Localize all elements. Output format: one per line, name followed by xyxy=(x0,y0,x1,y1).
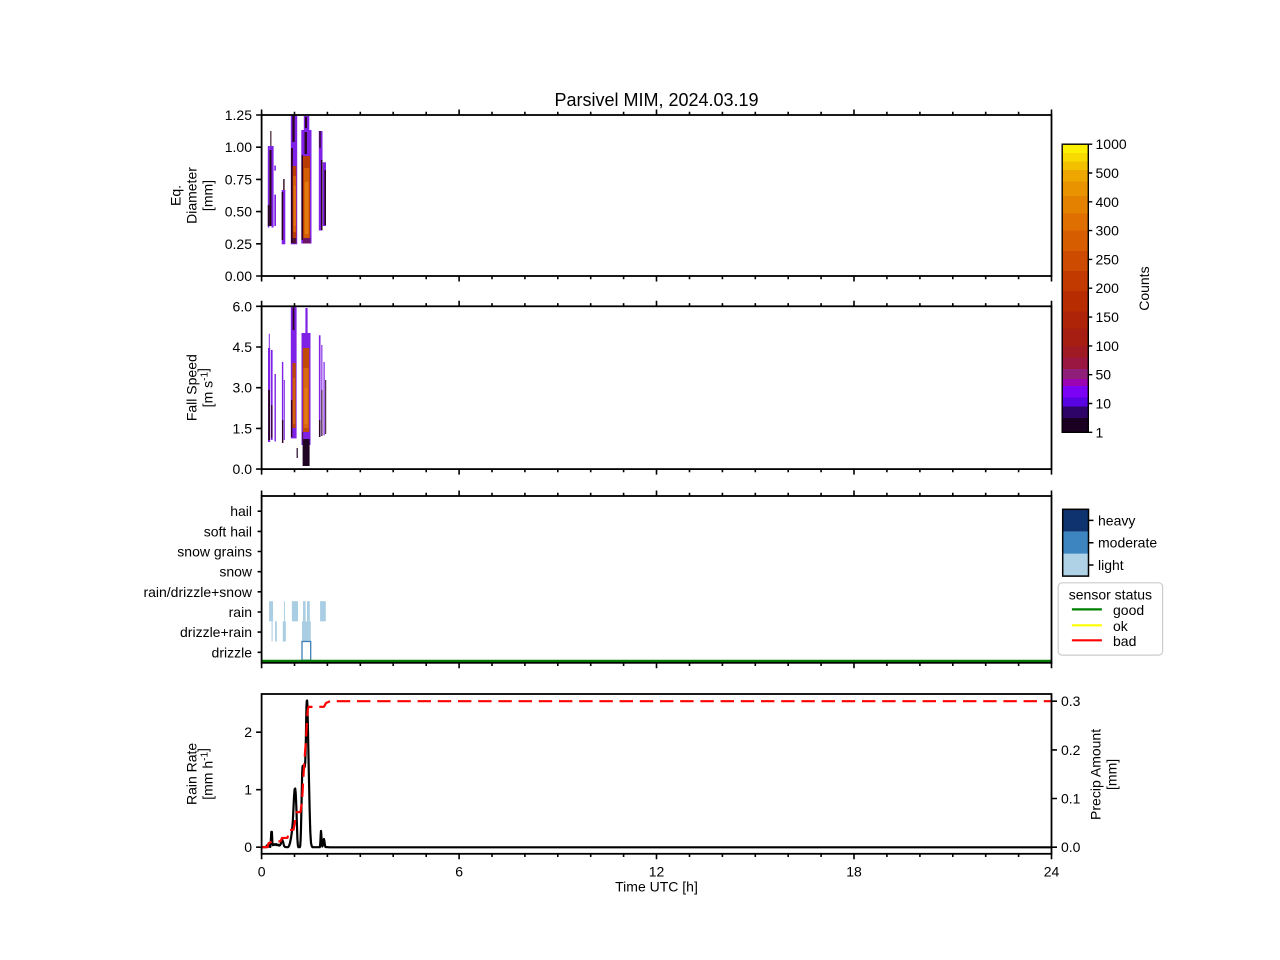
svg-text:500: 500 xyxy=(1096,165,1120,181)
svg-text:[m s-1]: [m s-1] xyxy=(195,368,216,407)
svg-text:4.5: 4.5 xyxy=(233,339,253,355)
svg-text:1.5: 1.5 xyxy=(233,420,253,436)
svg-text:soft hail: soft hail xyxy=(204,523,252,539)
svg-text:1.25: 1.25 xyxy=(225,107,252,123)
svg-text:sensor status: sensor status xyxy=(1069,587,1152,603)
svg-text:[mm h-1]: [mm h-1] xyxy=(195,748,216,800)
svg-text:6: 6 xyxy=(455,864,463,880)
svg-text:rain: rain xyxy=(229,604,252,620)
svg-text:400: 400 xyxy=(1096,194,1120,210)
svg-text:Diameter: Diameter xyxy=(184,167,200,224)
svg-text:drizzle+rain: drizzle+rain xyxy=(180,624,252,640)
svg-text:light: light xyxy=(1098,557,1124,573)
svg-text:0.00: 0.00 xyxy=(225,268,252,284)
svg-text:Fall Speed: Fall Speed xyxy=(184,354,200,421)
svg-text:moderate: moderate xyxy=(1098,535,1157,551)
svg-text:6.0: 6.0 xyxy=(233,298,253,314)
svg-text:0.0: 0.0 xyxy=(233,461,253,477)
svg-text:rain/drizzle+snow: rain/drizzle+snow xyxy=(143,584,252,600)
svg-text:0.2: 0.2 xyxy=(1061,742,1081,758)
svg-text:0.3: 0.3 xyxy=(1061,693,1081,709)
svg-text:0: 0 xyxy=(244,839,252,855)
svg-text:good: good xyxy=(1113,602,1144,618)
svg-text:1000: 1000 xyxy=(1096,136,1127,152)
svg-text:Rain Rate: Rain Rate xyxy=(184,743,200,805)
svg-text:snow: snow xyxy=(219,564,253,580)
svg-text:2: 2 xyxy=(244,724,252,740)
svg-text:10: 10 xyxy=(1096,396,1112,412)
svg-text:1: 1 xyxy=(244,782,252,798)
svg-text:[mm]: [mm] xyxy=(200,180,216,211)
svg-text:snow grains: snow grains xyxy=(177,544,252,560)
svg-text:1: 1 xyxy=(1096,424,1104,440)
svg-text:3.0: 3.0 xyxy=(233,380,253,396)
svg-text:hail: hail xyxy=(230,503,252,519)
svg-text:0.1: 0.1 xyxy=(1061,791,1081,807)
svg-text:Parsivel MIM, 2024.03.19: Parsivel MIM, 2024.03.19 xyxy=(554,90,758,110)
svg-text:Counts: Counts xyxy=(1136,266,1152,310)
svg-text:12: 12 xyxy=(649,864,665,880)
svg-text:Eq.: Eq. xyxy=(168,185,184,206)
svg-text:50: 50 xyxy=(1096,367,1112,383)
svg-text:0.0: 0.0 xyxy=(1061,839,1081,855)
svg-text:300: 300 xyxy=(1096,223,1120,239)
svg-text:Time UTC [h]: Time UTC [h] xyxy=(615,879,698,895)
svg-text:heavy: heavy xyxy=(1098,512,1135,528)
svg-text:ok: ok xyxy=(1113,618,1129,634)
svg-text:0.50: 0.50 xyxy=(225,204,252,220)
svg-text:0.75: 0.75 xyxy=(225,171,252,187)
svg-text:bad: bad xyxy=(1113,633,1136,649)
svg-text:200: 200 xyxy=(1096,280,1120,296)
svg-text:18: 18 xyxy=(846,864,862,880)
svg-text:drizzle: drizzle xyxy=(212,644,253,660)
svg-text:24: 24 xyxy=(1044,864,1060,880)
svg-text:0.25: 0.25 xyxy=(225,236,252,252)
svg-text:100: 100 xyxy=(1096,338,1120,354)
svg-text:[mm]: [mm] xyxy=(1104,759,1120,790)
svg-text:0: 0 xyxy=(258,864,266,880)
svg-text:Precip Amount: Precip Amount xyxy=(1088,729,1104,820)
svg-text:150: 150 xyxy=(1096,309,1120,325)
svg-text:250: 250 xyxy=(1096,251,1120,267)
svg-text:1.00: 1.00 xyxy=(225,139,252,155)
